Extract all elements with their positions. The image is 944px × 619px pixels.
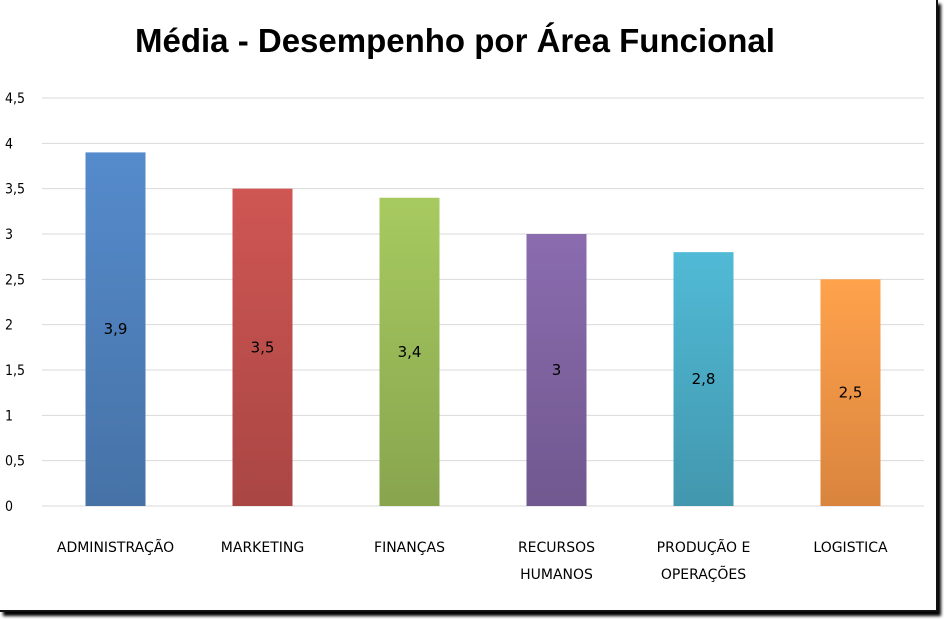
x-category-label: RECURSOS [518, 540, 595, 556]
x-axis-categories: ADMINISTRAÇÃO MARKETING FINANÇAS RECURSOS HU… [57, 539, 888, 583]
gridlines [42, 97, 924, 507]
data-label: 3,4 [398, 343, 422, 361]
y-tick-label: 0,5 [5, 454, 25, 470]
bars [85, 152, 881, 506]
x-category-label: MARKETING [221, 540, 304, 556]
data-label: 3,5 [251, 338, 275, 356]
data-labels: 3,9 3,5 3,4 3 2,8 2,5 [104, 320, 863, 401]
y-tick-label: 2 [5, 318, 13, 334]
y-tick-label: 2,5 [5, 272, 25, 288]
y-tick-label: 3,5 [5, 182, 25, 198]
x-category-label: HUMANOS [520, 567, 593, 583]
y-tick-label: 4 [5, 136, 13, 152]
bar [232, 188, 293, 506]
x-category-label: OPERAÇÕES [661, 566, 746, 583]
chart-title: Média - Desempenho por Área Funcional [135, 22, 775, 59]
bar [673, 252, 734, 506]
y-tick-label: 1,5 [5, 363, 25, 379]
x-category-label: PRODUÇÃO E [657, 539, 751, 556]
data-label: 2,8 [692, 370, 716, 388]
bar [379, 197, 440, 506]
bar [526, 234, 587, 506]
y-tick-label: 1 [5, 408, 13, 424]
y-tick-label: 3 [5, 227, 13, 243]
data-label: 3,9 [104, 320, 128, 338]
x-category-label: FINANÇAS [374, 540, 445, 556]
data-label: 2,5 [839, 384, 863, 402]
y-axis-ticks: 0 0,5 1 1,5 2 2,5 3 3,5 4 4,5 [5, 91, 25, 515]
bar [820, 279, 881, 506]
y-tick-label: 0 [5, 499, 13, 515]
x-category-label: LOGISTICA [813, 540, 888, 556]
x-category-label: ADMINISTRAÇÃO [57, 539, 174, 556]
bar [85, 152, 146, 506]
y-tick-label: 4,5 [5, 91, 25, 107]
data-label: 3 [552, 361, 562, 379]
